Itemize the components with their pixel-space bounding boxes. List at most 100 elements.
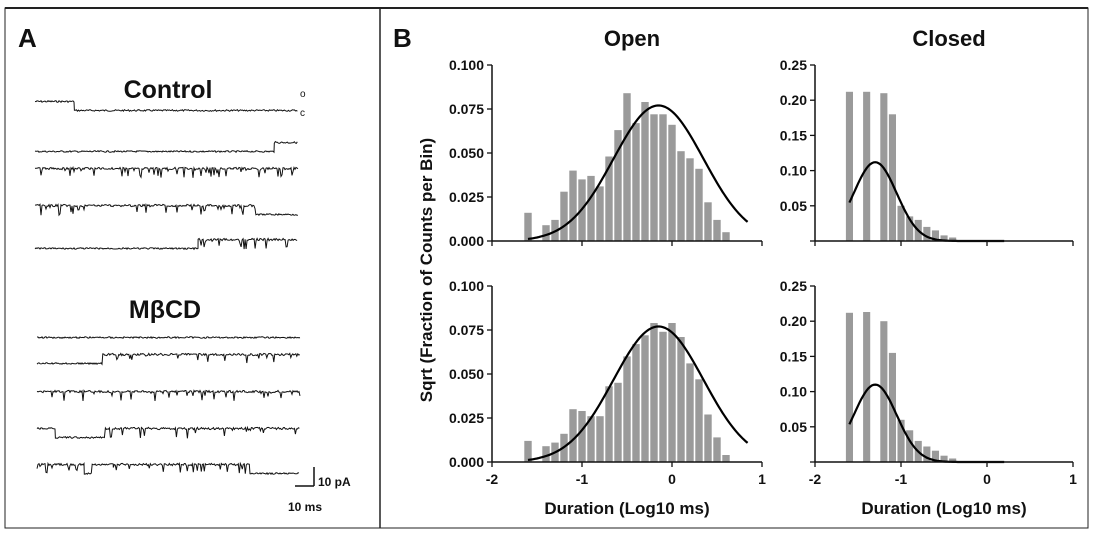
histogram-bar bbox=[686, 363, 694, 462]
scale-current-label: 10 pA bbox=[318, 475, 351, 489]
panel-a-label: A bbox=[18, 23, 37, 53]
y-tick-label: 0.15 bbox=[780, 348, 807, 364]
mbcd-traces bbox=[36, 335, 301, 476]
x-tick-label: -2 bbox=[486, 471, 499, 487]
histogram-bar bbox=[560, 191, 568, 241]
y-tick-label: 0.025 bbox=[449, 189, 484, 205]
panel-a-traces: Control o c MβCD 10 pA 10 ms bbox=[34, 76, 351, 514]
histogram-bar bbox=[623, 356, 631, 462]
histogram-bar bbox=[587, 416, 595, 462]
histogram-bar bbox=[949, 458, 957, 462]
histogram-bar bbox=[542, 225, 550, 241]
y-tick-label: 0.075 bbox=[449, 101, 484, 117]
y-tick-label: 0.075 bbox=[449, 322, 484, 338]
histogram-bar bbox=[569, 170, 577, 241]
fit-curve bbox=[527, 325, 749, 462]
histogram-bar bbox=[650, 114, 658, 241]
control-trace-1 bbox=[34, 99, 298, 113]
y-tick-label: 0.10 bbox=[780, 384, 807, 400]
fit-curve bbox=[527, 104, 749, 241]
control-trace-3 bbox=[34, 165, 299, 179]
y-tick-label: 0.000 bbox=[449, 233, 484, 249]
chart-title: Open bbox=[604, 26, 660, 51]
histogram-bar bbox=[695, 379, 703, 462]
histogram-bar bbox=[931, 450, 939, 462]
y-tick-label: 0.20 bbox=[780, 313, 807, 329]
chart-title: Closed bbox=[912, 26, 985, 51]
y-tick-label: 0.100 bbox=[449, 57, 484, 73]
control-trace-2 bbox=[34, 140, 298, 154]
x-axis-title: Duration (Log10 ms) bbox=[544, 499, 709, 518]
x-axis-title: Duration (Log10 ms) bbox=[861, 499, 1026, 518]
histogram-bar bbox=[931, 230, 939, 241]
scale-bar: 10 pA 10 ms bbox=[288, 467, 351, 514]
histogram-bar bbox=[659, 331, 667, 462]
histogram-bar bbox=[641, 335, 649, 462]
open-mbcd-chart: 0.000 0.025 0.050 0.075 0.100 -2 -1 0 1 Duration … bbox=[449, 278, 766, 518]
y-tick-label: 0.15 bbox=[780, 127, 807, 143]
histogram-bar bbox=[524, 440, 532, 462]
histogram-bar bbox=[677, 337, 685, 462]
open-control-chart: 0.000 0.025 0.050 0.075 0.100 Open bbox=[449, 26, 763, 249]
histogram-bar bbox=[668, 323, 676, 462]
y-tick-label: 0.100 bbox=[449, 278, 484, 294]
y-tick-label: 0.05 bbox=[780, 419, 807, 435]
x-tick-label: 0 bbox=[668, 471, 676, 487]
histogram-bar bbox=[722, 455, 730, 462]
panel-b-label: B bbox=[393, 23, 412, 53]
histogram-bar bbox=[596, 416, 604, 462]
histogram-bar bbox=[524, 212, 532, 241]
histogram-bar bbox=[906, 216, 914, 241]
mbcd-trace-1 bbox=[37, 335, 301, 340]
histogram-bar bbox=[596, 186, 604, 241]
histogram-bar bbox=[614, 382, 622, 462]
mbcd-trace-5 bbox=[36, 461, 300, 476]
histogram-bar bbox=[845, 312, 853, 462]
x-tick-label: 1 bbox=[758, 471, 766, 487]
y-tick-label: 0.25 bbox=[780, 57, 807, 73]
closed-mbcd-chart: 0.05 0.10 0.15 0.20 0.25 -2 -1 0 1 Duration (Log1… bbox=[780, 278, 1077, 518]
histogram-bar bbox=[704, 414, 712, 462]
histogram-bar bbox=[713, 219, 721, 241]
histogram-bar bbox=[632, 344, 640, 462]
open-state-marker: o bbox=[300, 89, 306, 100]
y-tick-label: 0.000 bbox=[449, 454, 484, 470]
x-tick-label: -1 bbox=[895, 471, 908, 487]
histogram-bar bbox=[897, 419, 905, 462]
y-tick-label: 0.05 bbox=[780, 198, 807, 214]
y-tick-label: 0.10 bbox=[780, 163, 807, 179]
histogram-bar bbox=[569, 409, 577, 462]
y-axis-title: Sqrt (Fraction of Counts per Bin) bbox=[417, 138, 436, 402]
histogram-bar bbox=[713, 437, 721, 462]
x-tick-label: 0 bbox=[983, 471, 991, 487]
histogram-bar bbox=[578, 411, 586, 462]
control-trace-5 bbox=[34, 237, 298, 251]
histogram-bar bbox=[722, 232, 730, 241]
control-trace-4 bbox=[34, 203, 298, 217]
histogram-bar bbox=[923, 226, 931, 241]
histogram-bar bbox=[940, 455, 948, 462]
histogram-bar bbox=[695, 168, 703, 241]
histogram-bar bbox=[542, 446, 550, 462]
closed-state-marker: c bbox=[300, 108, 305, 119]
histogram-bar bbox=[659, 114, 667, 241]
y-tick-label: 0.025 bbox=[449, 410, 484, 426]
histogram-bar bbox=[641, 102, 649, 241]
histogram-bar bbox=[623, 93, 631, 241]
control-traces bbox=[34, 99, 299, 251]
histogram-bar bbox=[614, 130, 622, 241]
histogram-bar bbox=[923, 446, 931, 462]
histogram-bar bbox=[605, 156, 613, 241]
histogram-bar bbox=[906, 430, 914, 462]
y-tick-label: 0.050 bbox=[449, 366, 484, 382]
histogram-bar bbox=[686, 158, 694, 241]
histogram-bar bbox=[650, 323, 658, 462]
mbcd-trace-3 bbox=[36, 389, 301, 401]
scale-time-label: 10 ms bbox=[288, 500, 322, 514]
histogram-bar bbox=[587, 175, 595, 241]
histogram-bar bbox=[677, 151, 685, 241]
y-tick-label: 0.050 bbox=[449, 145, 484, 161]
x-tick-label: 1 bbox=[1069, 471, 1077, 487]
closed-control-chart: 0.05 0.10 0.15 0.20 0.25 Closed bbox=[780, 26, 1074, 246]
